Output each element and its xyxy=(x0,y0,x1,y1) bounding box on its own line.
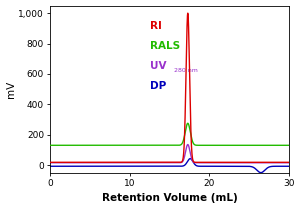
X-axis label: Retention Volume (mL): Retention Volume (mL) xyxy=(102,194,237,203)
Text: RI: RI xyxy=(150,21,162,31)
Text: UV: UV xyxy=(150,61,167,71)
Text: DP: DP xyxy=(150,81,167,91)
Text: RALS: RALS xyxy=(150,41,181,51)
Y-axis label: mV: mV xyxy=(6,80,16,98)
Text: 280 nm: 280 nm xyxy=(174,68,198,73)
